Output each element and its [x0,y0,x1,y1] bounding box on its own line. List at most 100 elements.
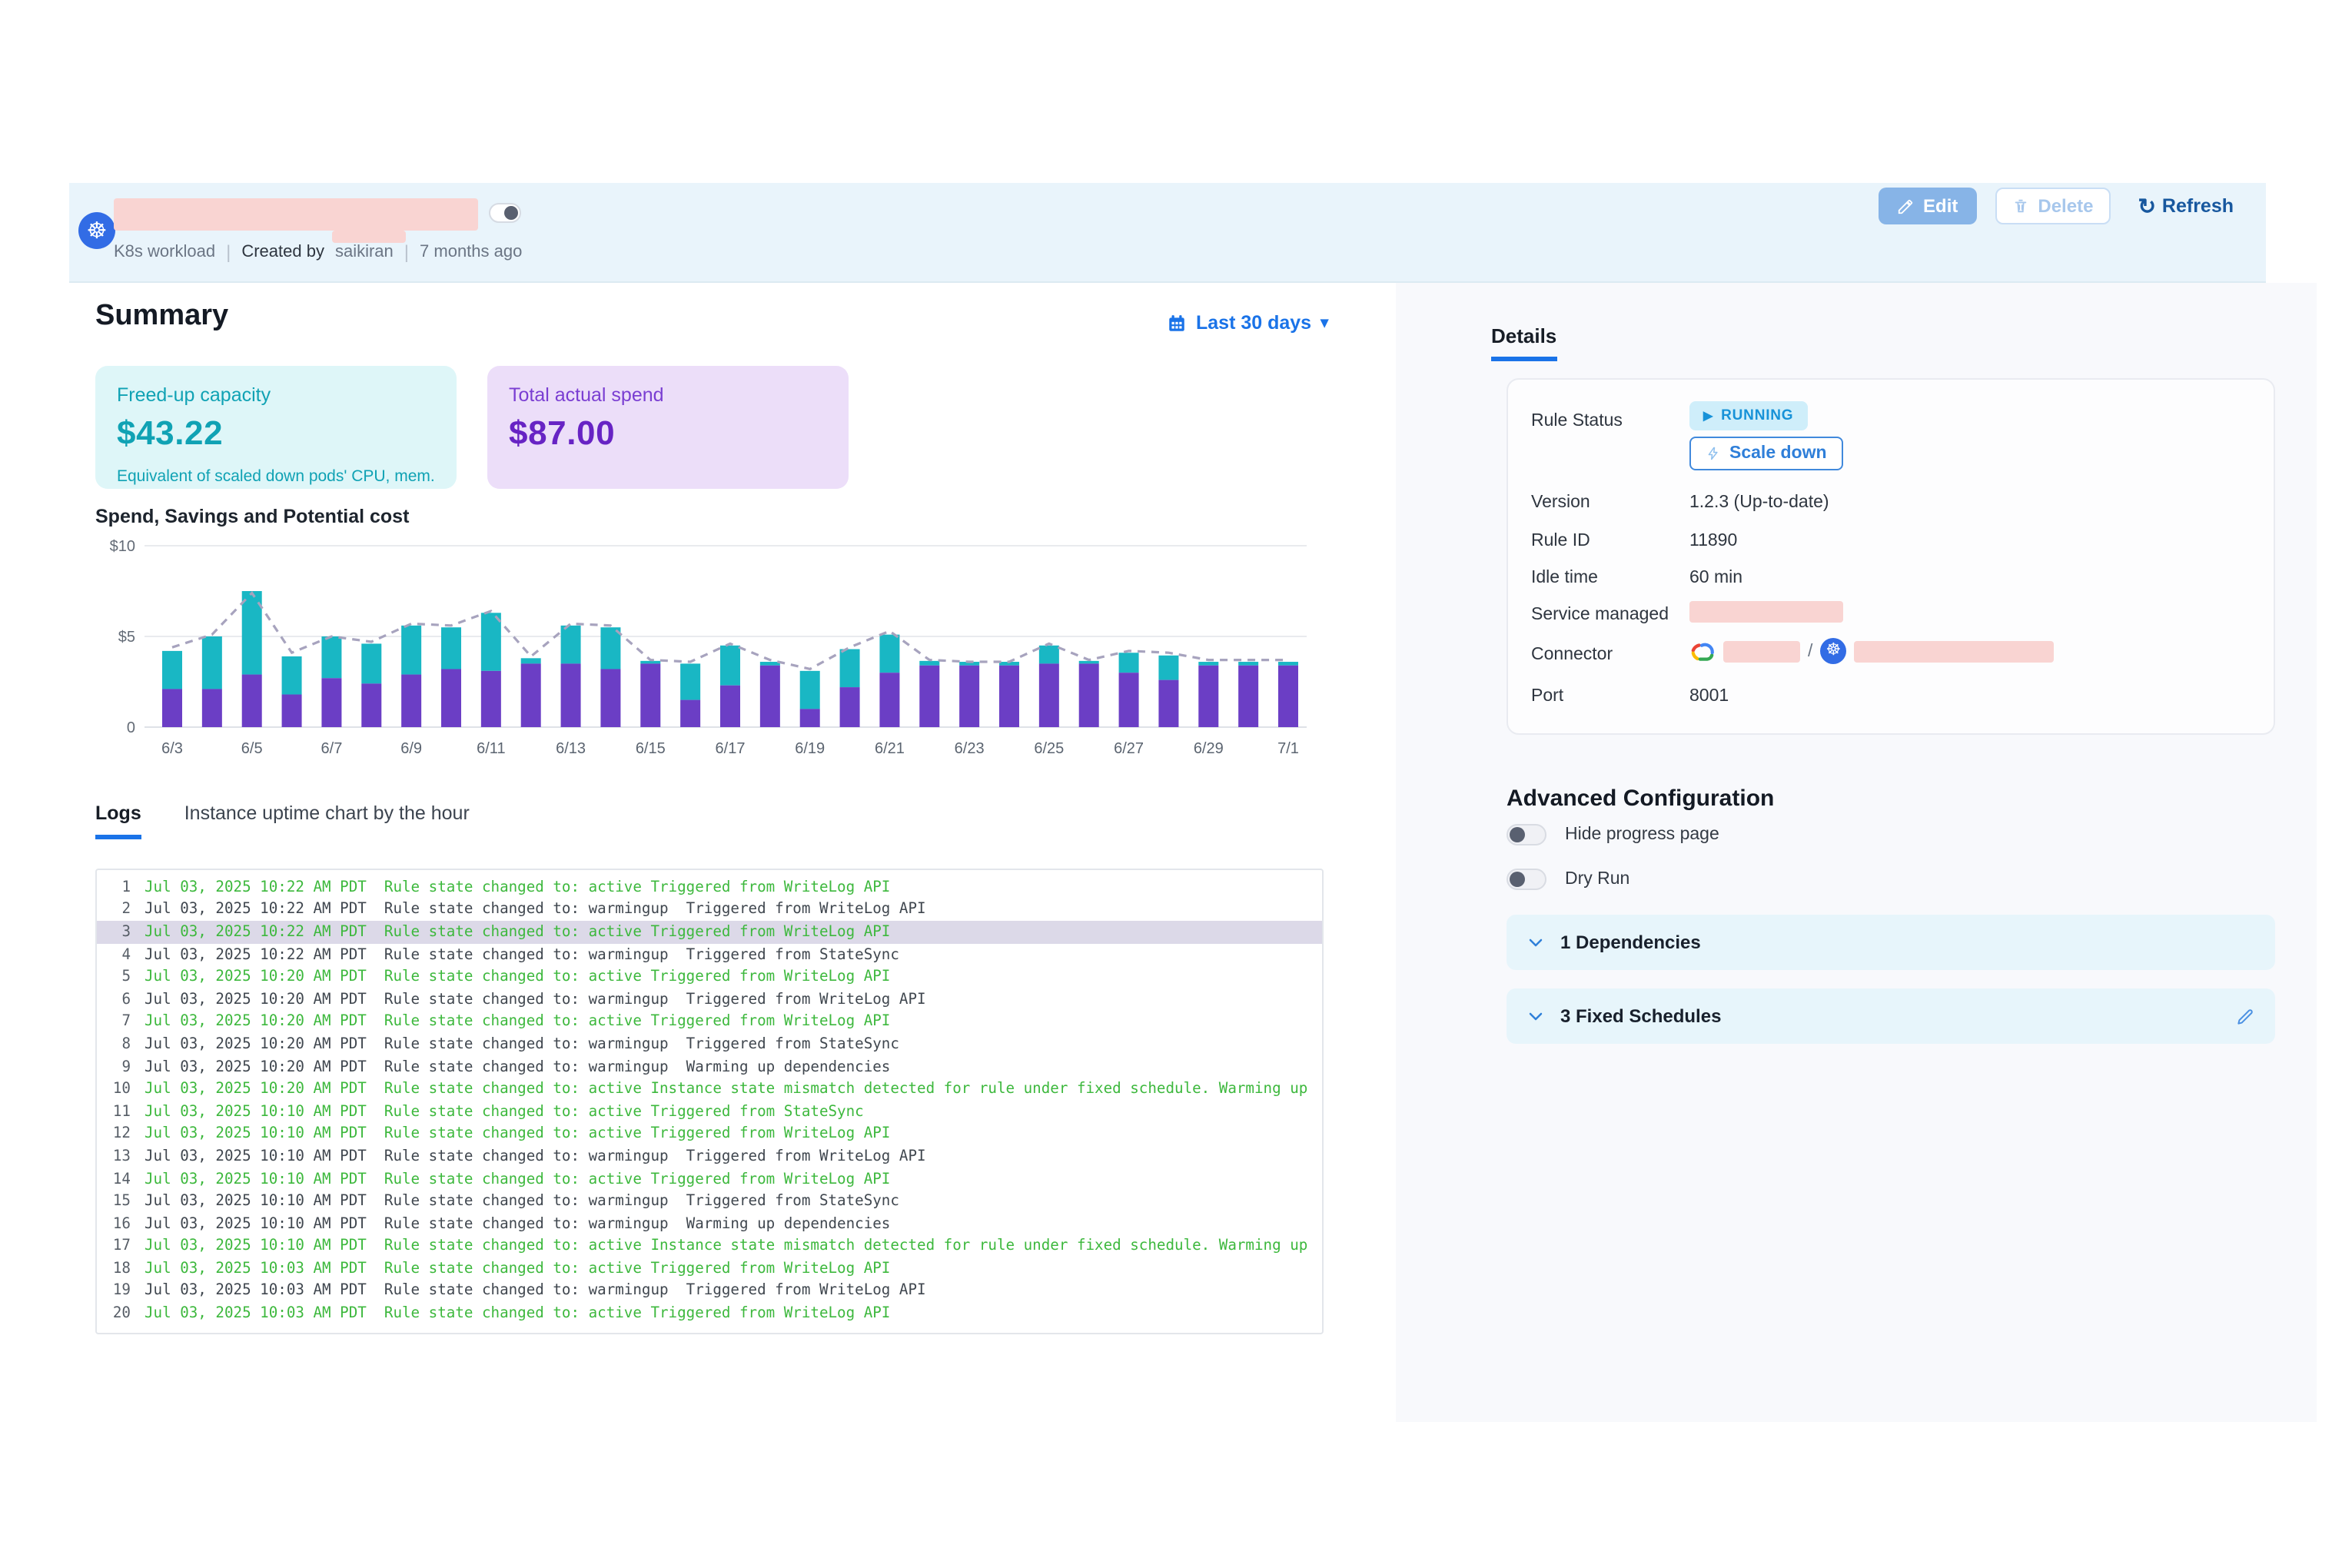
version-label: Version [1531,493,1590,512]
svg-text:6/17: 6/17 [716,740,746,757]
log-line-number: 11 [112,1103,131,1121]
dry-run-toggle[interactable] [1507,869,1546,890]
log-row[interactable]: 2 Jul 03, 2025 10:22 AM PDT Rule state ch… [97,899,1322,921]
redacted-service-name [1689,601,1843,623]
date-range-value: Last 30 days [1196,312,1312,334]
hide-progress-toggle[interactable] [1507,824,1546,845]
log-row[interactable]: 8 Jul 03, 2025 10:20 AM PDT Rule state ch… [97,1033,1322,1055]
chart-svg: $10 $5 0 6/3 6/5 6/7 6/9 6/11 6/13 6/15 6/17 6/19 6/… [110,538,1307,757]
log-line-number: 17 [112,1237,131,1255]
svg-text:6/13: 6/13 [556,740,586,757]
delete-button[interactable]: Delete [1995,188,2111,224]
created-by-label: Created by [241,243,324,261]
log-row[interactable]: 17 Jul 03, 2025 10:10 AM PDT Rule state c… [97,1235,1322,1257]
redacted-workload-title-overflow [332,231,406,243]
svg-text:6/27: 6/27 [1114,740,1144,757]
created-by-user: saikiran [334,243,394,261]
delete-label: Delete [2038,195,2094,217]
rule-status-value: ▶ RUNNING [1689,401,1808,430]
svg-text:6/9: 6/9 [400,740,422,757]
port-value: 8001 [1689,687,1729,706]
svg-text:$10: $10 [110,538,135,555]
svg-text:6/19: 6/19 [795,740,825,757]
log-line-number: 9 [121,1058,131,1076]
log-line-number: 14 [112,1171,131,1188]
log-row[interactable]: 16 Jul 03, 2025 10:10 AM PDT Rule state c… [97,1213,1322,1235]
workload-enabled-toggle[interactable] [489,203,521,223]
log-row[interactable]: 15 Jul 03, 2025 10:10 AM PDT Rule state c… [97,1191,1322,1213]
svg-text:6/15: 6/15 [636,740,666,757]
log-row[interactable]: 9 Jul 03, 2025 10:20 AM PDT Rule state ch… [97,1056,1322,1078]
connector-value: / ☸ [1689,638,2055,664]
fixed-schedules-accordion[interactable]: 3 Fixed Schedules [1507,988,2275,1044]
svg-text:6/5: 6/5 [241,740,263,757]
log-row[interactable]: 11 Jul 03, 2025 10:10 AM PDT Rule state c… [97,1101,1322,1123]
chevron-down-icon [1526,933,1545,952]
refresh-icon: ↻ [2138,193,2156,218]
workload-age: 7 months ago [420,243,523,261]
tab-logs[interactable]: Logs [95,802,141,839]
scale-down-button[interactable]: Scale down [1689,437,1844,470]
log-row[interactable]: 19 Jul 03, 2025 10:03 AM PDT Rule state c… [97,1280,1322,1302]
edit-schedules-icon[interactable] [2235,1006,2255,1026]
log-tabs: Logs Instance uptime chart by the hour [95,802,470,839]
log-line-text: Jul 03, 2025 10:22 AM PDT Rule state cha… [145,901,926,919]
card-label: Freed-up capacity [117,384,271,406]
play-icon: ▶ [1703,409,1714,423]
log-row[interactable]: 3 Jul 03, 2025 10:22 AM PDT Rule state ch… [97,921,1322,944]
log-line-number: 18 [112,1260,131,1277]
details-card: Rule Status ▶ RUNNING Scale down Version… [1507,378,2275,735]
card-label: Total actual spend [509,384,664,406]
log-line-text: Jul 03, 2025 10:20 AM PDT Rule state cha… [145,1013,891,1031]
divider: | [404,241,410,263]
log-line-text: Jul 03, 2025 10:03 AM PDT Rule state cha… [145,1260,891,1277]
rule-id-value: 11890 [1689,532,1738,550]
svg-text:6/3: 6/3 [161,740,183,757]
log-row[interactable]: 18 Jul 03, 2025 10:03 AM PDT Rule state c… [97,1257,1322,1280]
dependencies-accordion[interactable]: 1 Dependencies [1507,915,2275,970]
date-range-picker[interactable]: Last 30 days ▾ [1167,312,1328,334]
freed-up-capacity-card: Freed-up capacity $43.22 Equivalent of s… [95,366,457,489]
version-value: 1.2.3 (Up-to-date) [1689,493,1829,512]
log-line-number: 16 [112,1215,131,1233]
tab-instance-uptime[interactable]: Instance uptime chart by the hour [184,802,470,824]
tab-details[interactable]: Details [1491,324,1557,361]
dependencies-label: 1 Dependencies [1560,932,1701,953]
advanced-configuration-title: Advanced Configuration [1507,786,1775,812]
log-line-text: Jul 03, 2025 10:10 AM PDT Rule state cha… [145,1148,926,1165]
svg-text:7/1: 7/1 [1277,740,1299,757]
log-row[interactable]: 14 Jul 03, 2025 10:10 AM PDT Rule state c… [97,1168,1322,1190]
chart-title: Spend, Savings and Potential cost [95,506,410,527]
edit-label: Edit [1923,195,1958,217]
google-cloud-icon [1691,642,1714,660]
log-row[interactable]: 10 Jul 03, 2025 10:20 AM PDT Rule state c… [97,1078,1322,1101]
log-row[interactable]: 12 Jul 03, 2025 10:10 AM PDT Rule state c… [97,1123,1322,1145]
port-label: Port [1531,687,1564,706]
log-row[interactable]: 7 Jul 03, 2025 10:20 AM PDT Rule state ch… [97,1011,1322,1033]
log-row[interactable]: 13 Jul 03, 2025 10:10 AM PDT Rule state c… [97,1145,1322,1168]
chevron-down-icon: ▾ [1321,314,1329,331]
log-line-text: Jul 03, 2025 10:22 AM PDT Rule state cha… [145,923,891,941]
log-list[interactable]: 1 Jul 03, 2025 10:22 AM PDT Rule state ch… [95,869,1324,1334]
log-row[interactable]: 5 Jul 03, 2025 10:20 AM PDT Rule state ch… [97,966,1322,988]
log-line-text: Jul 03, 2025 10:03 AM PDT Rule state cha… [145,1305,891,1323]
log-line-text: Jul 03, 2025 10:10 AM PDT Rule state cha… [145,1125,891,1143]
log-line-number: 2 [121,901,131,919]
log-line-number: 15 [112,1193,131,1211]
log-row[interactable]: 6 Jul 03, 2025 10:20 AM PDT Rule state ch… [97,988,1322,1011]
rule-status-label: Rule Status [1531,412,1623,430]
refresh-button[interactable]: ↻ Refresh [2128,191,2243,221]
scale-down-wrap: Scale down [1689,437,1844,470]
log-row[interactable]: 4 Jul 03, 2025 10:22 AM PDT Rule state ch… [97,944,1322,966]
log-row[interactable]: 20 Jul 03, 2025 10:03 AM PDT Rule state c… [97,1303,1322,1325]
log-row[interactable]: 1 Jul 03, 2025 10:22 AM PDT Rule state ch… [97,876,1322,899]
rule-id-label: Rule ID [1531,532,1590,550]
toggle-knob [1510,872,1525,887]
log-line-number: 1 [121,879,131,896]
log-line-text: Jul 03, 2025 10:10 AM PDT Rule state cha… [145,1215,891,1233]
calendar-icon [1169,314,1184,331]
edit-button[interactable]: Edit [1879,188,1977,224]
log-line-number: 8 [121,1035,131,1053]
log-line-number: 20 [112,1305,131,1323]
log-line-text: Jul 03, 2025 10:03 AM PDT Rule state cha… [145,1282,926,1300]
